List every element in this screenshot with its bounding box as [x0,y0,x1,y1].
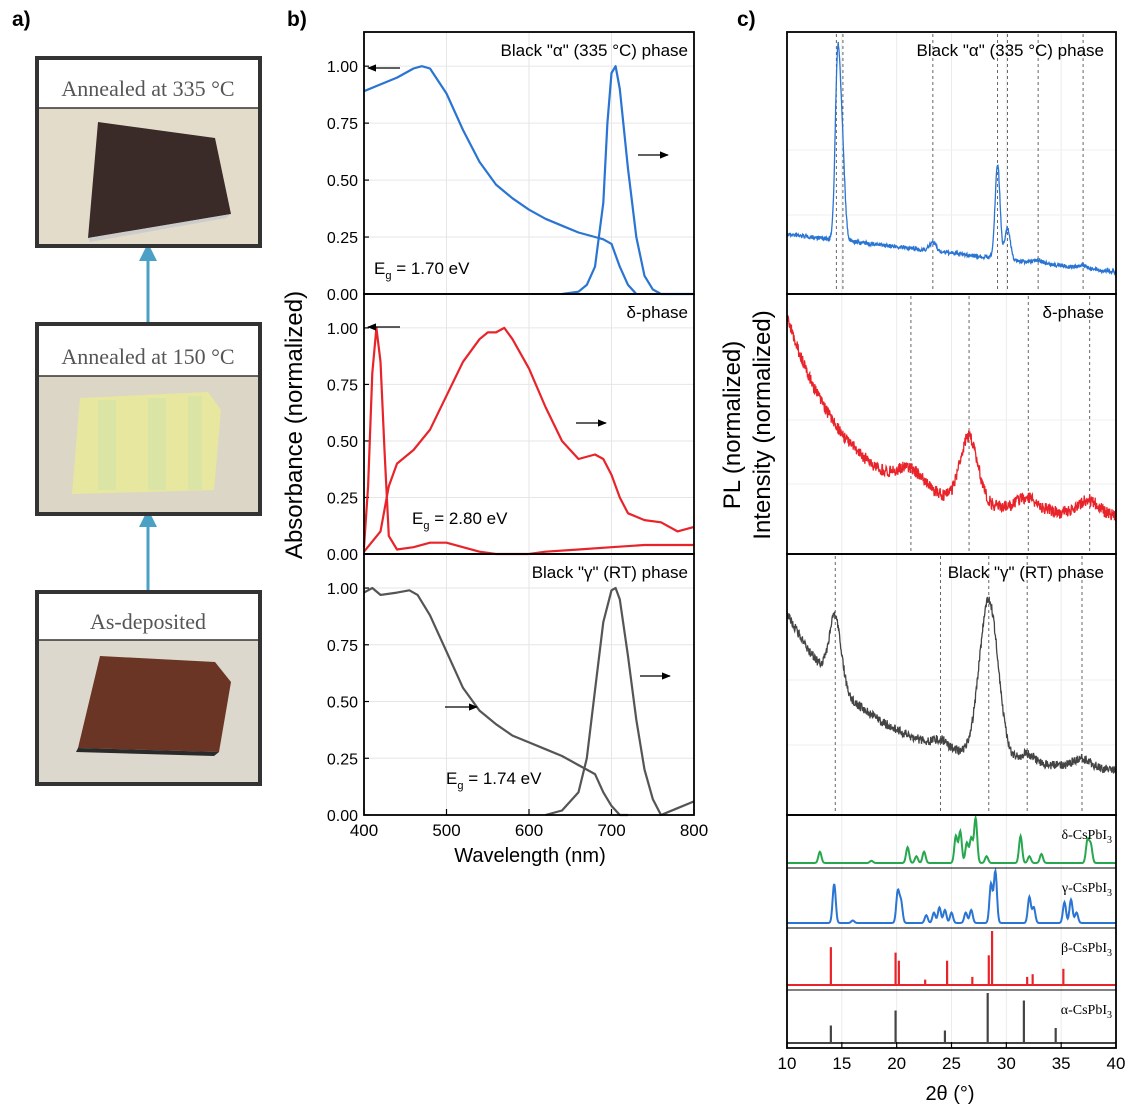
b-eg-label: Eg = 1.74 eV [446,769,542,792]
c-xtick-label: 35 [1052,1054,1071,1073]
c-reference-label: δ-CsPbI3 [1062,828,1113,846]
c-subplot-title: Black "γ" (RT) phase [948,563,1104,582]
sample-label-as-deposited: As-deposited [90,609,206,634]
c-reference-label: γ-CsPbI3 [1061,881,1112,899]
panel-b: 0.00 0.25 0.50 0.75 1.00 Black "α" (335 °C) p… [327,31,708,840]
b-xtick-label: 400 [350,821,378,840]
c-reference-1: γ-CsPbI3 [787,867,1116,924]
b-ytick-label: 1.00 [327,581,358,598]
c-subplot-title: Black "α" (335 °C) phase [917,41,1104,60]
film-335 [88,122,231,238]
b-xtick-label: 600 [515,821,543,840]
b-eg-label: Eg = 2.80 eV [412,509,508,532]
b-series-absorbance [363,586,628,817]
panel-a: Annealed at 335 °C Annealed at 150 °C As… [35,56,262,786]
b-ylabel: Absorbance (normalized) [281,291,308,559]
b-ytick-label: 0.50 [327,695,358,712]
panel-c: Black "α" (335 °C) phase δ-phase Black "γ"… [778,31,1126,1073]
film-as-deposited [78,656,231,752]
b-series-absorbance [362,326,694,556]
c-subplot-title: δ-phase [1043,303,1104,322]
b-eg-label: Eg = 1.70 eV [374,259,470,282]
c-subplot-2: Black "γ" (RT) phase [786,553,1117,816]
c-reference-label: α-CsPbI3 [1061,1003,1112,1021]
b-subplot-0: 0.00 0.25 0.50 0.75 1.00 Black "α" (335 °C) p… [327,31,695,304]
b-subplot-2: 0.00 0.25 0.50 0.75 1.00 Black "γ" (RT) phase… [327,553,695,825]
b-xlabel: Wavelength (nm) [454,845,606,867]
c-ylabel-pl: PL (normalized) [719,341,746,510]
c-ylabel-intensity: Intensity (normalized) [749,310,776,539]
c-series-xrd [786,41,1117,276]
b-ytick-label: 0.25 [327,230,358,247]
panel-label-b: b) [287,8,307,31]
b-ytick-label: 1.00 [327,321,358,338]
c-xtick-label: 15 [832,1054,851,1073]
b-ytick-label: 0.50 [327,434,358,451]
b-xtick-label: 700 [597,821,625,840]
c-xlabel: 2θ (°) [925,1083,974,1105]
c-xtick-label: 40 [1107,1054,1126,1073]
b-series-pl [363,326,695,553]
b-ytick-label: 0.25 [327,490,358,507]
c-xtick-label: 20 [887,1054,906,1073]
c-series-xrd [786,314,1117,522]
b-ytick-label: 0.00 [327,808,358,825]
c-reference-pattern [787,814,1116,864]
c-reference-2: β-CsPbI3 [787,927,1116,986]
c-xtick-label: 30 [997,1054,1016,1073]
c-xtick-label: 10 [778,1054,797,1073]
b-ytick-label: 1.00 [327,59,358,76]
b-subplot-title: δ-phase [627,303,688,322]
c-reference-0: δ-CsPbI3 [787,814,1116,864]
b-ytick-label: 0.50 [327,173,358,190]
c-series-xrd [786,596,1117,774]
c-reference-pattern [787,867,1116,924]
c-reference-label: β-CsPbI3 [1061,941,1112,959]
b-ytick-label: 0.25 [327,751,358,768]
b-subplot-1: 0.00 0.25 0.50 0.75 1.00 δ-phase Eg = 2.80 eV [327,293,695,564]
sample-card-as-deposited: As-deposited [35,590,262,786]
b-xtick-label: 800 [680,821,708,840]
b-ytick-label: 0.00 [327,547,358,564]
sample-card-335: Annealed at 335 °C [35,56,262,248]
sample-label-150: Annealed at 150 °C [61,344,234,369]
b-ytick-label: 0.75 [327,116,358,133]
b-series-absorbance [363,65,638,295]
b-ytick-label: 0.75 [327,377,358,394]
panel-label-a: a) [12,8,31,31]
b-subplot-title: Black "α" (335 °C) phase [501,41,688,60]
b-subplot-title: Black "γ" (RT) phase [532,563,688,582]
b-ytick-label: 0.75 [327,638,358,655]
b-series-pl [561,65,694,296]
sample-card-150: Annealed at 150 °C [35,322,262,516]
b-series-pl [545,586,695,817]
b-ytick-label: 0.00 [327,287,358,304]
panel-label-c: c) [737,8,756,31]
b-xtick-label: 500 [432,821,460,840]
sample-label-335: Annealed at 335 °C [61,76,234,101]
c-xtick-label: 25 [942,1054,961,1073]
